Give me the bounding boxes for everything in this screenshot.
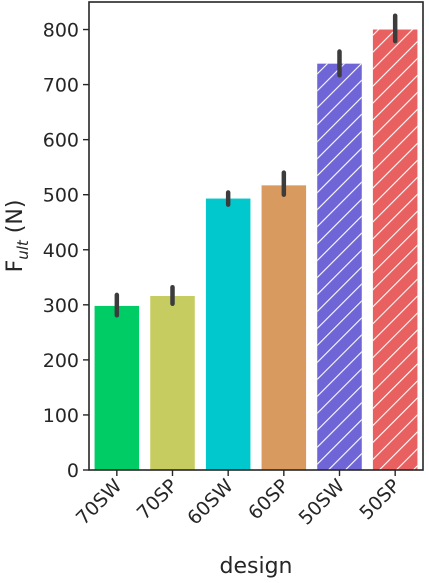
y-tick-label-600: 600 [43,130,79,152]
y-tick-label-300: 300 [43,295,79,317]
y-axis-title-suffix: (N) [3,200,28,241]
bar-hatch-50SW [317,63,362,470]
x-tick-label-70SP: 70SP [133,475,182,524]
axes [88,1,424,471]
y-tick-label-500: 500 [43,185,79,207]
x-axis-title: design [220,554,293,579]
y-axis-title-main: F [3,260,28,273]
plot-frame [88,1,424,471]
bar-70SW [94,305,140,470]
y-tick-label-400: 400 [43,240,79,262]
y-tick-label-700: 700 [43,75,79,97]
y-tick-label-100: 100 [43,405,79,427]
error-bars-layer [114,13,398,318]
bar-70SP [150,296,195,470]
y-axis-title: Fult (N) [3,200,32,273]
bars-layer [94,29,418,470]
bar-60SW [205,198,251,470]
y-axis-ticks: 0 100 200 300 400 500 600 700 800 [43,20,89,482]
x-tick-label-60SP: 60SP [244,475,293,524]
y-tick-label-200: 200 [43,350,79,372]
y-tick-label-800: 800 [43,20,79,42]
x-tick-label-70SW: 70SW [72,475,127,530]
x-tick-label-50SP: 50SP [355,475,404,524]
y-tick-label-0: 0 [67,460,79,482]
x-axis-ticks: 70SW 70SP 60SW 60SP 50SW 50SP [72,470,405,529]
x-tick-label-60SW: 60SW [183,475,238,530]
y-axis-title-subscript: ult [14,239,32,260]
x-tick-label-50SW: 50SW [295,475,350,530]
bar-hatch-50SP [372,29,418,470]
bar-60SP [261,185,307,470]
